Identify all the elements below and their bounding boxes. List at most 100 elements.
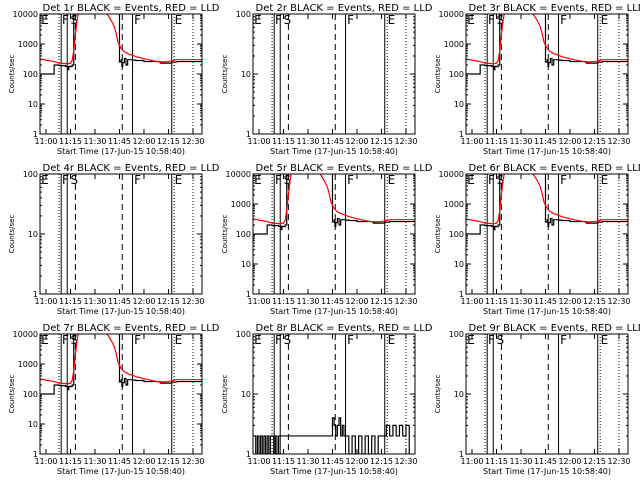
marker-letter: F — [62, 13, 69, 27]
y-tick-label: 10000 — [439, 170, 464, 179]
lld-series — [40, 14, 202, 65]
x-tick-label: 11:45 — [321, 457, 344, 466]
x-tick-label: 12:30 — [181, 297, 204, 306]
x-tick-label: 11:30 — [83, 297, 106, 306]
y-tick-label: 10 — [454, 100, 464, 109]
panel-title: Det 1r BLACK = Events, RED = LLD — [43, 3, 220, 14]
y-tick-label: 100 — [449, 230, 464, 239]
y-tick-label: 10 — [241, 70, 251, 79]
marker-letter: F — [488, 13, 495, 27]
x-tick-label: 11:30 — [509, 297, 532, 306]
x-tick-label: 11:45 — [534, 457, 557, 466]
y-axis-label: Counts/sec — [434, 375, 442, 414]
x-tick-label: 11:30 — [296, 457, 319, 466]
panel-title: Det 3r BLACK = Events, RED = LLD — [469, 3, 640, 14]
x-tick-label: 11:45 — [321, 297, 344, 306]
events-series — [466, 14, 628, 75]
y-tick-label: 10000 — [13, 330, 38, 339]
x-tick-label: 12:00 — [558, 137, 581, 146]
plot-frame — [465, 173, 629, 295]
y-axis-label: Counts/sec — [221, 55, 229, 94]
x-tick-label: 11:15 — [485, 297, 508, 306]
x-tick-label: 11:00 — [34, 297, 57, 306]
x-tick-label: 12:30 — [394, 457, 417, 466]
y-tick-label: 1 — [459, 130, 464, 139]
y-tick-label: 10000 — [13, 10, 38, 19]
x-tick-label: 11:45 — [534, 137, 557, 146]
y-tick-label: 1 — [33, 290, 38, 299]
y-tick-label: 10 — [241, 260, 251, 269]
marker-letter: F — [347, 333, 354, 347]
y-axis-label: Counts/sec — [434, 215, 442, 254]
lld-series — [40, 334, 202, 385]
x-axis-label: Start Time (17-Jun-15 10:58:40) — [270, 467, 398, 476]
x-tick-label: 12:00 — [558, 297, 581, 306]
x-axis-label: Start Time (17-Jun-15 10:58:40) — [57, 307, 185, 316]
x-tick-label: 12:30 — [181, 137, 204, 146]
x-tick-label: 12:00 — [132, 297, 155, 306]
marker-letter: E — [388, 173, 396, 187]
y-tick-label: 100 — [236, 10, 251, 19]
y-tick-label: 10 — [28, 100, 38, 109]
marker-letter: E — [467, 13, 475, 27]
marker-letter: F — [134, 173, 141, 187]
y-tick-label: 10000 — [226, 170, 251, 179]
panel-det-9: Det 9r BLACK = Events, RED = LLD 1 10 100 11… — [434, 323, 640, 476]
marker-letter: F — [62, 333, 69, 347]
x-axis-label: Start Time (17-Jun-15 10:58:40) — [57, 467, 185, 476]
panel-title: Det 9r BLACK = Events, RED = LLD — [469, 323, 640, 334]
panel-title: Det 7r BLACK = Events, RED = LLD — [43, 323, 220, 334]
plot-frame — [465, 333, 629, 455]
marker-letter: F — [134, 333, 141, 347]
x-tick-label: 12:15 — [583, 297, 606, 306]
panel-title: Det 2r BLACK = Events, RED = LLD — [256, 3, 433, 14]
marker-letter: S — [70, 173, 78, 187]
lld-series — [466, 14, 628, 65]
y-tick-label: 10 — [454, 260, 464, 269]
events-series — [253, 417, 410, 454]
y-axis-label: Counts/sec — [221, 375, 229, 414]
x-tick-label: 11:00 — [247, 457, 270, 466]
x-tick-label: 12:00 — [132, 457, 155, 466]
lld-series — [253, 174, 415, 225]
panel-det-4: Det 4r BLACK = Events, RED = LLD 1 10 100 11… — [8, 163, 220, 316]
x-tick-label: 11:00 — [34, 137, 57, 146]
y-tick-label: 1 — [33, 450, 38, 459]
y-tick-label: 1000 — [231, 200, 251, 209]
x-tick-label: 11:30 — [83, 457, 106, 466]
y-tick-label: 10 — [28, 230, 38, 239]
y-tick-label: 100 — [236, 230, 251, 239]
marker-letter: F — [560, 173, 567, 187]
marker-letter: S — [496, 333, 504, 347]
x-tick-label: 11:00 — [460, 137, 483, 146]
lld-series — [466, 174, 628, 225]
x-tick-label: 11:30 — [296, 297, 319, 306]
panel-det-7: Det 7r BLACK = Events, RED = LLD 1 10 100 10… — [8, 323, 220, 476]
panel-title: Det 5r BLACK = Events, RED = LLD — [256, 163, 433, 174]
y-tick-label: 1 — [246, 130, 251, 139]
x-axis-label: Start Time (17-Jun-15 10:58:40) — [270, 147, 398, 156]
marker-letter: E — [388, 13, 396, 27]
x-axis-label: Start Time (17-Jun-15 10:58:40) — [483, 307, 611, 316]
y-axis-label: Counts/sec — [8, 55, 16, 94]
y-tick-label: 100 — [23, 390, 38, 399]
marker-letter: F — [275, 13, 282, 27]
x-tick-label: 12:15 — [370, 137, 393, 146]
y-tick-label: 1 — [459, 450, 464, 459]
x-tick-label: 11:30 — [83, 137, 106, 146]
y-axis-label: Counts/sec — [434, 55, 442, 94]
panel-det-1: Det 1r BLACK = Events, RED = LLD 1 10 100 10… — [8, 3, 220, 156]
plot-frame — [39, 13, 203, 135]
x-tick-label: 12:00 — [345, 297, 368, 306]
panel-det-8: Det 8r BLACK = Events, RED = LLD 1 10 100 11… — [221, 323, 433, 476]
marker-letter: E — [601, 173, 609, 187]
x-tick-label: 11:45 — [108, 297, 131, 306]
x-tick-label: 11:00 — [460, 457, 483, 466]
y-tick-label: 100 — [236, 330, 251, 339]
